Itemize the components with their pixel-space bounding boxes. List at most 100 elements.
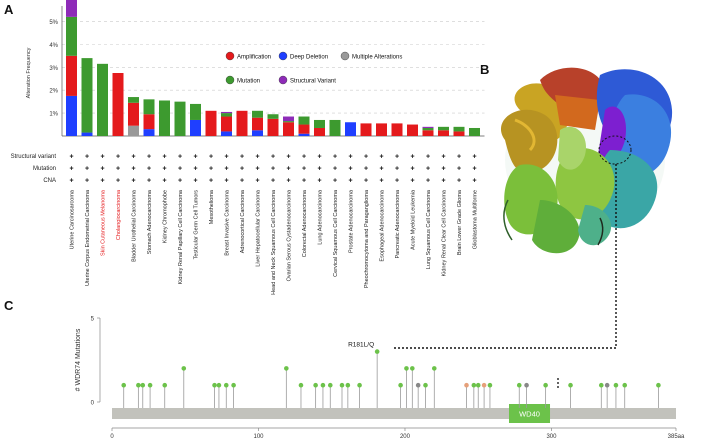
- track-mark: +: [317, 178, 321, 185]
- lollipop-head[interactable]: [543, 382, 548, 388]
- bar-segment-amplification: [252, 117, 263, 131]
- track-mark: +: [255, 154, 259, 161]
- track-mark: +: [209, 166, 213, 173]
- category-label: Lung Adenocarcinoma: [318, 189, 324, 245]
- track-mark: +: [240, 178, 244, 185]
- lollipop-head[interactable]: [216, 382, 222, 388]
- lollipop-head[interactable]: [481, 382, 487, 388]
- lollipop-head[interactable]: [181, 366, 187, 371]
- legend-swatch: [340, 51, 350, 61]
- lollipop-head[interactable]: [398, 382, 403, 388]
- lollipop-head[interactable]: [212, 382, 217, 388]
- bar-segment-amplification: [236, 110, 248, 136]
- lollipop-head[interactable]: [431, 366, 437, 371]
- category-label: Head and Neck Squamous Cell Carcinoma: [271, 189, 277, 295]
- track-mark: +: [131, 154, 135, 161]
- lollipop-head[interactable]: [339, 382, 345, 388]
- bar-segment-deep-deletion: [190, 119, 201, 136]
- lollipop-head[interactable]: [404, 366, 409, 371]
- track-mark: +: [348, 166, 352, 173]
- lollipop-head[interactable]: [327, 382, 333, 388]
- track-mark: +: [131, 178, 135, 185]
- track-mark: +: [317, 166, 321, 173]
- bar-segment-deep-deletion: [252, 130, 263, 136]
- track-mark: +: [472, 166, 476, 173]
- lollipop-head[interactable]: [357, 382, 362, 388]
- panel-label-c: C: [4, 298, 14, 313]
- lollipop-head[interactable]: [415, 382, 421, 388]
- bar-segment-amplification: [298, 124, 310, 134]
- track-mark: +: [333, 178, 337, 185]
- bar-segment-mutation: [267, 114, 279, 119]
- legend-label: Deep Deletion: [290, 54, 328, 60]
- bar-segment-amplification: [376, 123, 387, 136]
- lollipop-head[interactable]: [598, 382, 604, 388]
- lollipop-head[interactable]: [298, 382, 304, 388]
- track-mark: +: [209, 154, 213, 161]
- lollipop-head[interactable]: [136, 382, 141, 388]
- lollipop-head[interactable]: [475, 382, 481, 388]
- category-label: Colorectal Adenocarcinoma: [302, 189, 308, 257]
- track-mark: +: [116, 166, 120, 173]
- track-mark: +: [441, 154, 445, 161]
- lollipop-head[interactable]: [162, 382, 168, 388]
- track-mark: +: [364, 166, 368, 173]
- bar-segment-mutation: [329, 119, 341, 136]
- lollipop-head[interactable]: [313, 382, 318, 388]
- track-mark: +: [333, 166, 337, 173]
- lollipop-head[interactable]: [374, 349, 380, 354]
- category-label: Bladder Urothelial Carcinoma: [132, 189, 138, 262]
- bar-segment-mutation: [221, 113, 232, 117]
- lollipop-head[interactable]: [524, 382, 529, 388]
- lollipop-head[interactable]: [464, 382, 469, 388]
- lollipop-head[interactable]: [568, 382, 573, 388]
- lollipop-head[interactable]: [487, 382, 493, 388]
- x-tick-label: 100: [253, 434, 264, 440]
- y-tick-label: 2%: [49, 89, 58, 95]
- y-tick-label: 4%: [49, 43, 58, 49]
- lollipop-head[interactable]: [231, 382, 236, 388]
- y-tick-label: 1%: [49, 112, 58, 118]
- lollipop-head[interactable]: [223, 382, 229, 388]
- lollipop-head[interactable]: [423, 382, 428, 388]
- bar-segment-structural: [283, 116, 294, 122]
- lollipop-head[interactable]: [147, 382, 153, 388]
- track-mark: +: [178, 166, 182, 173]
- track-mark: +: [193, 178, 197, 185]
- lollipop-head[interactable]: [471, 382, 477, 388]
- track-mark: +: [457, 154, 461, 161]
- lollipop-mutation-chart: 0 5 # WDR74 Mutations WD40 0 100 200 300 385aa R1…: [75, 316, 685, 440]
- category-label: Testicular Germ Cell Tumors: [194, 190, 200, 260]
- lollipop-head[interactable]: [345, 382, 351, 388]
- category-label: Pancreatic Adenocarcinoma: [395, 189, 401, 258]
- legend-label: Multiple Alterations: [352, 54, 402, 60]
- category-label: Kidney Chromophobe: [163, 190, 169, 243]
- track-mark: +: [271, 166, 275, 173]
- category-label: Esophageal Adenocarcinoma: [380, 189, 386, 261]
- lollipop-head[interactable]: [516, 382, 522, 388]
- track-mark: +: [69, 166, 73, 173]
- lollipop-head[interactable]: [613, 382, 619, 388]
- bar-segment-mutation: [190, 103, 201, 120]
- lollipop-head[interactable]: [140, 382, 146, 388]
- lollipop-head[interactable]: [284, 366, 289, 371]
- bar-segment-mutation: [97, 63, 108, 136]
- lollipop-head[interactable]: [604, 382, 610, 388]
- bar-segment-amplification: [283, 122, 294, 136]
- lollipop-head[interactable]: [410, 366, 415, 371]
- track-mark: +: [255, 166, 259, 173]
- legend-swatch: [225, 75, 235, 85]
- track-mark: +: [441, 166, 445, 173]
- domain-label: WD40: [519, 410, 540, 419]
- track-mark: +: [193, 166, 197, 173]
- lollipop-head[interactable]: [320, 382, 326, 388]
- track-mark: +: [116, 178, 120, 185]
- category-label: Skin Cutaneous Melanoma: [101, 189, 107, 256]
- category-label: Kidney Renal Papillary Cell Carcinoma: [178, 189, 184, 284]
- track-mark: +: [100, 154, 104, 161]
- lollipop-head[interactable]: [121, 382, 127, 388]
- lollipop-head[interactable]: [622, 382, 628, 388]
- protein-backbone: [112, 408, 676, 419]
- track-mark: +: [147, 154, 151, 161]
- lollipop-head[interactable]: [656, 382, 661, 388]
